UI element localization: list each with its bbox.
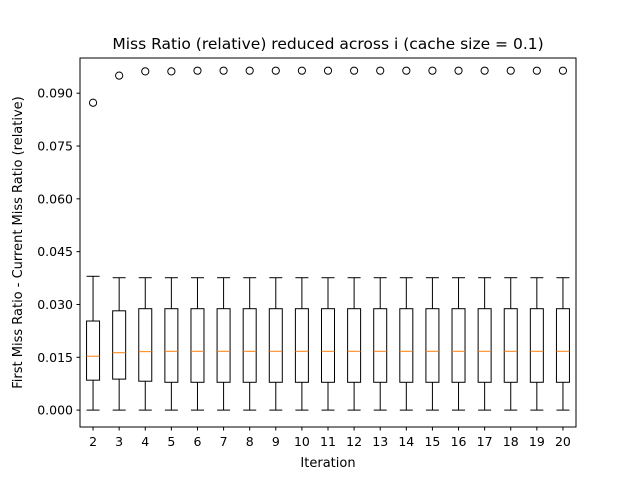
outlier-point [402, 66, 411, 75]
iqr-box [164, 308, 179, 383]
box-group-iteration-13 [373, 66, 388, 411]
outlier-point [167, 67, 176, 76]
y-tick-label: 0.090 [37, 86, 73, 101]
y-tick-label: 0.045 [37, 244, 73, 259]
iqr-box [477, 308, 492, 383]
iqr-box [321, 308, 335, 383]
iqr-box [268, 308, 283, 383]
iqr-box [86, 320, 101, 381]
box-group-iteration-10 [294, 66, 309, 411]
x-tick-label: 15 [424, 434, 440, 449]
x-axis-label: Iteration [300, 456, 355, 471]
outlier-point [297, 66, 306, 75]
x-tick-label: 13 [372, 434, 388, 449]
box-group-iteration-9 [268, 66, 283, 411]
outlier-point [454, 66, 463, 75]
outlier-point [376, 66, 385, 75]
box-group-iteration-8 [242, 66, 257, 411]
x-tick-label: 17 [477, 434, 493, 449]
iqr-box [347, 308, 362, 383]
box-group-iteration-11 [321, 66, 335, 411]
iqr-box [425, 308, 440, 383]
x-tick-label: 20 [555, 434, 571, 449]
outlier-point [428, 66, 437, 75]
x-tick-label: 3 [115, 434, 123, 449]
outlier-point [323, 66, 333, 75]
x-tick-label: 2 [89, 434, 97, 449]
x-tick-label: 18 [503, 434, 519, 449]
x-tick-label: 9 [272, 434, 280, 449]
iqr-box [399, 308, 414, 383]
outlier-point [245, 66, 254, 75]
plot-frame [79, 57, 577, 428]
outlier-point [558, 66, 568, 75]
y-tick-label: 0.000 [37, 403, 73, 418]
outlier-point [88, 98, 98, 107]
box-group-iteration-18 [503, 66, 518, 411]
iqr-box [190, 308, 205, 383]
iqr-box [138, 308, 153, 382]
outlier-point [271, 66, 280, 75]
box-group-iteration-4 [138, 67, 153, 411]
box-group-iteration-15 [425, 66, 440, 411]
iqr-box [529, 308, 544, 383]
plot-marks [86, 66, 570, 411]
outlier-point [480, 66, 489, 75]
chart-title: Miss Ratio (relative) reduced across i (… [112, 35, 543, 53]
iqr-box [294, 308, 309, 383]
iqr-box [373, 308, 388, 383]
x-tick-label: 12 [346, 434, 362, 449]
y-tick-label: 0.015 [37, 350, 73, 365]
iqr-box [503, 308, 518, 383]
y-axis-ticks: 0.000 0.015 0.030 0.045 0.060 0.075 0.090 [37, 86, 80, 418]
box-group-iteration-14 [399, 66, 414, 411]
x-tick-label: 5 [167, 434, 175, 449]
y-tick-label: 0.075 [37, 139, 73, 154]
x-tick-label: 8 [246, 434, 254, 449]
outlier-point [532, 66, 541, 75]
outlier-point [193, 66, 202, 75]
outlier-point [506, 66, 515, 75]
outlier-point [219, 66, 228, 75]
iqr-box [451, 308, 466, 383]
outlier-point [115, 71, 124, 80]
box-group-iteration-6 [190, 66, 205, 411]
x-tick-label: 10 [294, 434, 310, 449]
box-group-iteration-20 [555, 66, 570, 411]
box-group-iteration-5 [164, 67, 179, 411]
iqr-box [555, 308, 570, 383]
outlier-point [141, 67, 150, 76]
outlier-point [350, 66, 359, 75]
y-tick-label: 0.060 [37, 191, 73, 206]
box-group-iteration-12 [347, 66, 362, 411]
x-tick-label: 7 [220, 434, 228, 449]
x-axis-ticks: 2 3 4 5 6 7 8 9 10 11 12 13 14 15 16 17 18 19 20 [89, 427, 571, 449]
box-group-iteration-3 [112, 71, 127, 411]
y-tick-label: 0.030 [37, 297, 73, 312]
x-tick-label: 11 [320, 434, 336, 449]
box-group-iteration-2 [86, 98, 101, 411]
box-group-iteration-19 [529, 66, 544, 411]
x-tick-label: 6 [193, 434, 201, 449]
x-tick-label: 19 [529, 434, 545, 449]
box-group-iteration-17 [477, 66, 492, 411]
x-tick-label: 4 [141, 434, 149, 449]
x-tick-label: 16 [451, 434, 467, 449]
iqr-box [216, 308, 231, 383]
y-axis-label: First Miss Ratio - Current Miss Ratio (r… [11, 96, 26, 388]
iqr-box [112, 310, 127, 380]
iqr-box [242, 308, 257, 383]
box-group-iteration-7 [216, 66, 231, 411]
box-group-iteration-16 [451, 66, 466, 411]
x-tick-label: 14 [398, 434, 414, 449]
